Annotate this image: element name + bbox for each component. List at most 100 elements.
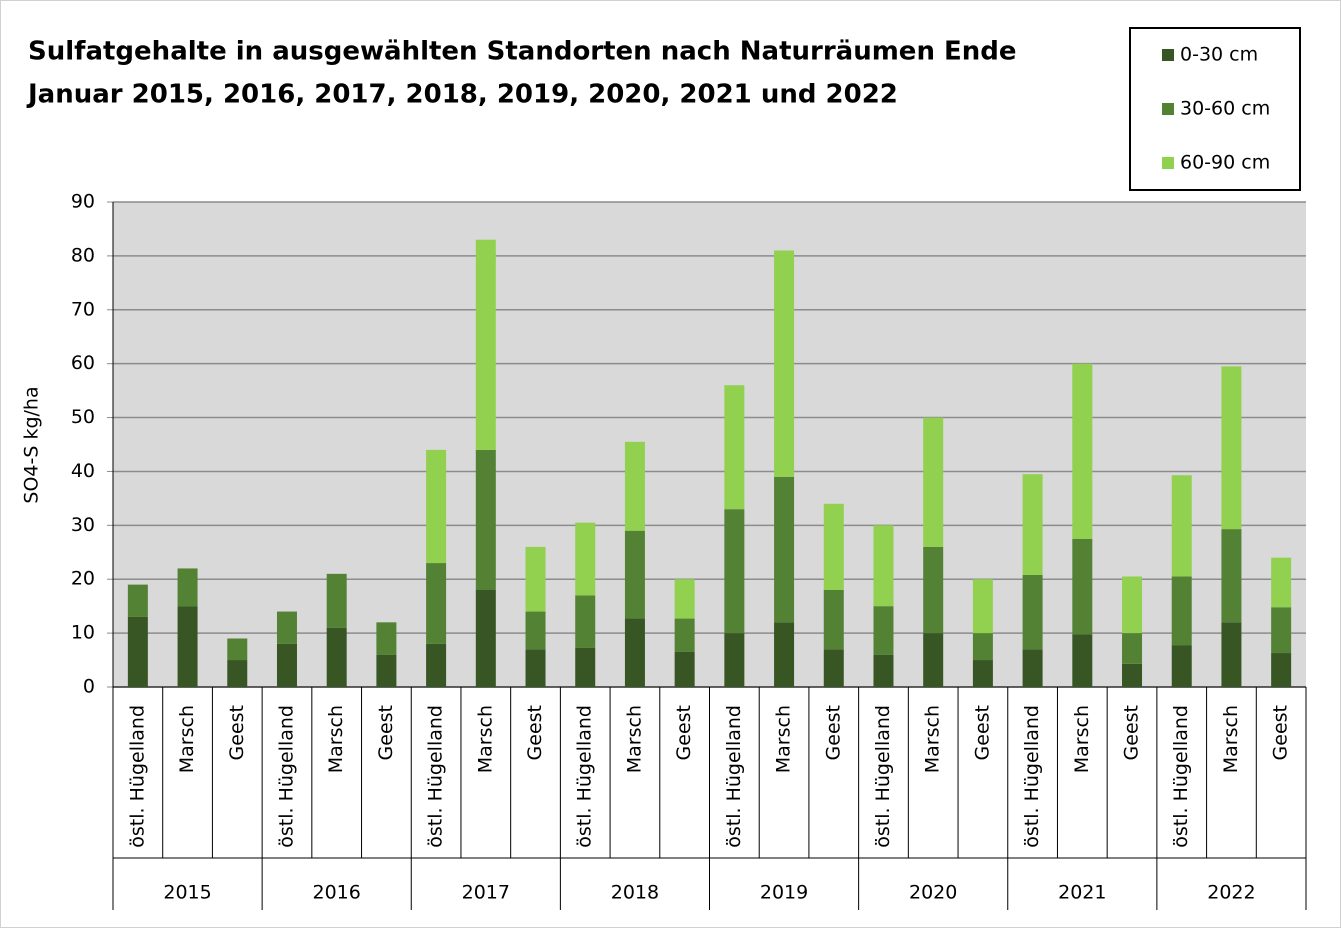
bar-segment [127, 616, 148, 687]
bar-segment [873, 525, 894, 607]
bar-segment [823, 590, 844, 650]
x-tick-label: östl. Hügelland [574, 705, 596, 848]
x-tick-label: Geest [673, 705, 695, 760]
bar-segment [674, 651, 695, 687]
chart-title: Januar 2015, 2016, 2017, 2018, 2019, 202… [26, 80, 898, 110]
bar-segment [624, 618, 645, 687]
x-tick-label: Geest [1121, 705, 1143, 760]
x-tick-label: östl. Hügelland [275, 705, 297, 848]
bar-segment [426, 449, 447, 564]
y-tick-label: 70 [71, 298, 95, 320]
bar-segment [624, 530, 645, 619]
legend [1129, 27, 1301, 191]
bar-segment [1221, 622, 1242, 687]
group-label: 2015 [163, 882, 211, 904]
bar-segment [525, 546, 546, 612]
x-tick-label: östl. Hügelland [723, 705, 745, 848]
bar-segment [823, 503, 844, 590]
bar-segment [1122, 576, 1143, 634]
x-tick-label: Geest [524, 705, 546, 760]
bar-segment [177, 606, 198, 687]
bar-segment [127, 584, 148, 617]
y-tick-label: 40 [71, 460, 95, 482]
bar-segment [475, 449, 496, 590]
bar-segment [575, 522, 596, 596]
bar-segment [1122, 633, 1143, 664]
bar-segment [227, 638, 248, 661]
bar-segment [1072, 634, 1093, 687]
y-tick-label: 90 [71, 191, 95, 213]
bar-segment [774, 476, 795, 623]
x-tick-label: östl. Hügelland [425, 705, 447, 848]
bar-segment [873, 606, 894, 655]
bar-segment [1271, 557, 1292, 608]
bar-segment [1271, 607, 1292, 654]
bar-segment [376, 654, 397, 687]
group-label: 2021 [1058, 882, 1106, 904]
bar-segment [426, 563, 447, 644]
group-label: 2017 [462, 882, 510, 904]
bar-segment [624, 441, 645, 531]
group-label: 2016 [313, 882, 361, 904]
bar-segment [475, 590, 496, 687]
x-tick-label: Marsch [922, 705, 944, 773]
x-tick-label: Geest [226, 705, 248, 760]
bar-segment [972, 579, 993, 634]
bar-segment [525, 649, 546, 687]
legend-swatch [1162, 103, 1174, 115]
bar-segment [1171, 576, 1192, 646]
bar-segment [1072, 538, 1093, 635]
bar-segment [1171, 645, 1192, 687]
bar-segment [774, 622, 795, 687]
bar-segment [575, 647, 596, 687]
x-tick-label: Geest [822, 705, 844, 760]
x-tick-label: Marsch [325, 705, 347, 773]
x-tick-label: östl. Hügelland [1170, 705, 1192, 848]
legend-label: 30-60 cm [1180, 98, 1270, 120]
bar-segment [177, 568, 198, 607]
bar-segment [1072, 363, 1093, 539]
bar-segment [326, 573, 347, 628]
bar-segment [923, 417, 944, 547]
bar-segment [873, 654, 894, 687]
x-tick-label: Geest [375, 705, 397, 760]
x-tick-label: Marsch [474, 705, 496, 773]
y-tick-label: 80 [71, 244, 95, 266]
bar-segment [1221, 366, 1242, 530]
bar-segment [1271, 653, 1292, 687]
y-tick-label: 0 [83, 676, 95, 698]
group-label: 2022 [1207, 882, 1255, 904]
bar-segment [1022, 649, 1043, 687]
legend-swatch [1162, 157, 1174, 169]
plot-area [113, 202, 1306, 687]
x-tick-label: Geest [971, 705, 993, 760]
bar-segment [724, 385, 745, 510]
group-label: 2020 [909, 882, 957, 904]
x-tick-label: Marsch [623, 705, 645, 773]
bar-segment [1171, 475, 1192, 577]
bar-segment [276, 611, 297, 644]
bar-segment [326, 627, 347, 687]
group-label: 2019 [760, 882, 808, 904]
bar-segment [724, 509, 745, 634]
x-tick-label: östl. Hügelland [872, 705, 894, 848]
bar-segment [1022, 474, 1043, 575]
bar-segment [525, 611, 546, 650]
x-tick-label: östl. Hügelland [126, 705, 148, 848]
y-tick-label: 60 [71, 352, 95, 374]
bar-segment [475, 239, 496, 450]
x-tick-label: Geest [1270, 705, 1292, 760]
legend-swatch [1162, 49, 1174, 61]
x-tick-label: Marsch [1220, 705, 1242, 773]
bar-segment [674, 618, 695, 652]
bar-segment [1221, 529, 1242, 623]
bar-segment [227, 660, 248, 687]
chart-title: Sulfatgehalte in ausgewählten Standorten… [28, 37, 1017, 67]
y-tick-label: 30 [71, 514, 95, 536]
bar-segment [972, 660, 993, 687]
y-tick-label: 10 [71, 622, 95, 644]
bar-segment [1122, 663, 1143, 687]
bar-segment [972, 633, 993, 661]
y-tick-label: 50 [71, 406, 95, 428]
